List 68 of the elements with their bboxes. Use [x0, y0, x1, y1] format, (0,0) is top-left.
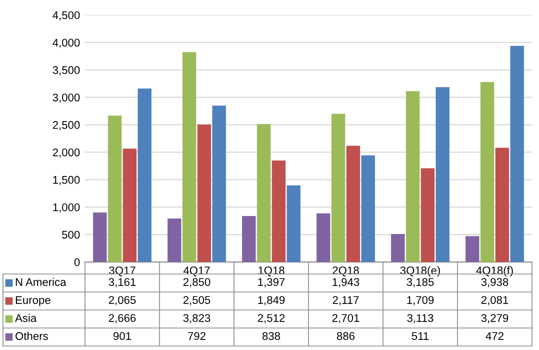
data-label: 886 — [336, 332, 355, 340]
data-label: 1,397 — [258, 278, 285, 288]
data-label: 1,709 — [407, 296, 434, 306]
legend-label: Asia — [15, 314, 37, 322]
legend-label: Europe — [16, 296, 50, 306]
data-label: 3,938 — [481, 278, 508, 288]
data-label: 1,943 — [332, 278, 360, 288]
data-label: 3,113 — [407, 314, 434, 324]
y-tick-label: 4,000 — [52, 38, 80, 48]
bar — [168, 218, 182, 262]
bar — [286, 185, 300, 262]
y-tick-label: 1,500 — [53, 176, 80, 186]
bar — [406, 91, 420, 262]
data-label: 472 — [486, 332, 504, 340]
data-label: 3,823 — [183, 314, 210, 324]
data-label: 2,701 — [332, 314, 360, 324]
data-label: 3,185 — [406, 278, 434, 288]
legend-label: Others — [16, 332, 48, 340]
bar — [242, 216, 256, 262]
data-label: 2,117 — [332, 296, 359, 306]
legend-label: N America — [16, 278, 66, 286]
data-label: 2,065 — [108, 296, 136, 306]
data-label: 3,161 — [108, 278, 136, 288]
x-tick-label: 3Q18(e) — [400, 266, 440, 277]
y-tick-label: 4,500 — [52, 11, 80, 20]
bar — [272, 160, 286, 262]
bar — [391, 234, 405, 262]
y-tick-label: 0 — [74, 258, 80, 266]
bar — [346, 146, 360, 262]
bar — [420, 168, 435, 262]
data-label: 3,279 — [481, 314, 508, 324]
y-tick-label: 2,000 — [52, 148, 80, 158]
data-label: 2,850 — [183, 278, 210, 288]
x-tick-label: 2Q18 — [332, 266, 359, 276]
y-tick-label: 500 — [62, 230, 80, 239]
data-label: 792 — [188, 332, 206, 340]
bar — [480, 82, 494, 262]
x-tick-label: 1Q18 — [258, 266, 284, 276]
bar — [256, 124, 271, 262]
bar — [510, 46, 524, 262]
bar — [93, 212, 107, 262]
data-label: 2,666 — [108, 314, 136, 324]
y-tick-label: 3,000 — [52, 94, 80, 103]
bar — [197, 124, 212, 262]
data-label: 2,505 — [183, 296, 210, 306]
bar — [436, 87, 450, 262]
data-label: 838 — [262, 332, 280, 340]
data-label: 2,081 — [481, 296, 508, 306]
data-label: 511 — [412, 332, 429, 340]
x-tick-label: 4Q17 — [183, 266, 210, 276]
y-tick-label: 3,500 — [52, 66, 80, 76]
x-tick-label: 3Q17 — [109, 266, 136, 276]
data-label: 1,849 — [258, 296, 285, 306]
bar — [466, 236, 480, 262]
x-tick-label: 4Q18(f) — [476, 266, 513, 277]
bar — [212, 106, 226, 262]
bar — [331, 114, 346, 262]
data-label: 901 — [114, 332, 131, 340]
bar — [316, 213, 330, 262]
y-tick-label: 2,500 — [52, 121, 80, 130]
bar — [182, 52, 196, 262]
bar — [138, 88, 152, 262]
bar — [108, 116, 122, 262]
bar — [495, 148, 510, 262]
bar — [361, 155, 375, 262]
y-tick-label: 1,000 — [53, 203, 80, 213]
data-label: 2,512 — [258, 314, 285, 324]
bar — [122, 148, 137, 262]
